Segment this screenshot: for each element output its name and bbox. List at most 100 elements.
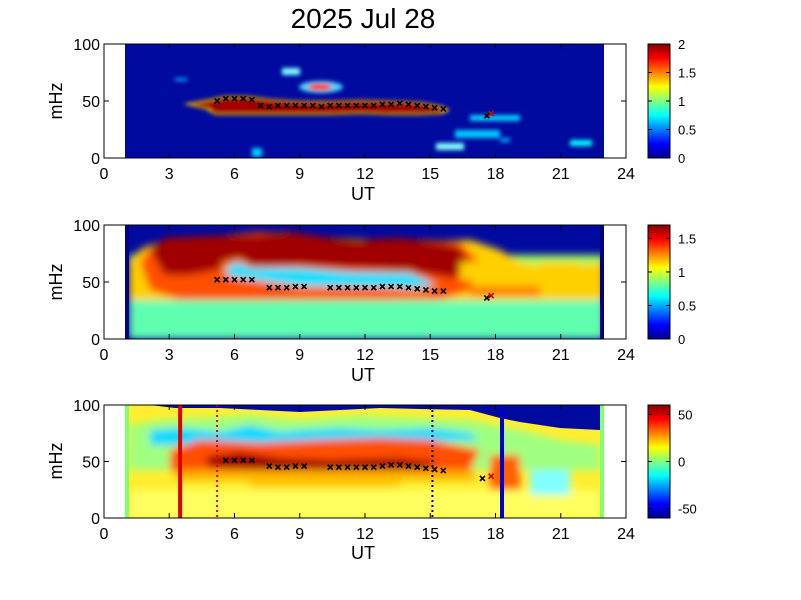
x-tick-label: 6 — [230, 526, 239, 543]
peak-marker — [344, 284, 351, 291]
peak-marker — [274, 284, 282, 291]
x-tick-label: 21 — [552, 526, 570, 543]
x-tick-label: 18 — [487, 166, 505, 183]
colorbar-tick-label: 1 — [678, 94, 685, 109]
colorbar-tick-label: 1.5 — [678, 66, 696, 81]
x-tick-label: 15 — [421, 347, 439, 364]
x-tick-label: 21 — [552, 166, 570, 183]
peak-marker — [396, 100, 403, 107]
x-tick-label: 3 — [165, 347, 174, 364]
peak-marker — [292, 102, 299, 109]
peak-marker — [283, 102, 290, 109]
event-lines — [178, 405, 505, 518]
peak-marker — [222, 457, 229, 464]
x-tick-label: 0 — [100, 347, 109, 364]
peak-marker — [222, 276, 229, 283]
peak-marker — [248, 96, 255, 103]
x-axis-label: UT — [351, 184, 375, 204]
x-tick-label: 18 — [487, 526, 505, 543]
spectrogram-image — [125, 405, 604, 518]
peak-marker — [240, 95, 247, 102]
peak-marker — [231, 457, 238, 464]
x-tick-label: 12 — [356, 526, 374, 543]
x-axis-label: UT — [351, 365, 375, 385]
x-axis-label: UT — [351, 543, 375, 563]
peak-markers — [222, 457, 495, 482]
x-tick-label: 12 — [356, 347, 374, 364]
axis-ticks: 0 3 6 9 12 15 18 21 24 0 50 100 — [73, 398, 635, 543]
y-tick-label: 100 — [73, 37, 100, 54]
peak-marker — [414, 102, 421, 109]
y-tick-label: 100 — [73, 218, 100, 235]
x-tick-label: 0 — [100, 526, 109, 543]
x-tick-label: 21 — [552, 347, 570, 364]
peak-marker — [301, 462, 308, 470]
peak-marker — [405, 284, 412, 291]
x-tick-label: 0 — [100, 166, 109, 183]
peak-marker — [335, 464, 342, 471]
x-tick-label: 9 — [295, 166, 304, 183]
peak-marker — [488, 292, 495, 299]
peak-marker — [353, 102, 360, 109]
peak-marker — [361, 102, 369, 109]
peak-marker — [422, 103, 429, 110]
peak-marker — [396, 283, 403, 290]
peak-marker — [431, 466, 438, 473]
y-axis-label: mHz — [46, 443, 66, 480]
x-tick-label: 24 — [617, 526, 635, 543]
peak-marker — [257, 102, 264, 109]
peak-marker — [353, 464, 360, 471]
peak-marker — [301, 102, 308, 109]
peak-marker — [327, 102, 334, 109]
peak-marker — [266, 284, 273, 291]
y-tick-label: 0 — [91, 332, 100, 349]
peak-marker — [379, 462, 386, 470]
peak-marker — [266, 103, 273, 110]
peak-marker — [440, 105, 447, 113]
peak-marker — [388, 283, 395, 290]
peak-markers — [214, 95, 495, 119]
x-tick-label: 6 — [230, 347, 239, 364]
colorbar: 0 0.5 1 1.5 2 — [647, 37, 696, 166]
peak-marker — [318, 103, 325, 110]
spectrogram-image — [125, 44, 604, 158]
peak-marker — [396, 461, 403, 468]
x-tick-label: 3 — [165, 166, 174, 183]
peak-marker — [483, 112, 490, 119]
y-tick-label: 50 — [82, 455, 100, 472]
peak-marker — [379, 101, 386, 108]
peak-marker — [248, 276, 255, 283]
peak-marker — [231, 276, 238, 283]
colorbar-tick-label: 2 — [678, 37, 685, 52]
x-tick-label: 6 — [230, 166, 239, 183]
peak-marker — [344, 102, 351, 109]
y-tick-label: 50 — [82, 275, 100, 292]
peak-marker — [283, 284, 290, 291]
peak-marker — [248, 457, 255, 464]
y-axis-label: mHz — [46, 264, 66, 301]
peak-marker — [431, 104, 438, 111]
peak-marker — [370, 464, 377, 471]
x-tick-label: 24 — [617, 347, 635, 364]
peak-marker — [440, 288, 447, 295]
peak-marker — [422, 286, 429, 294]
peak-marker — [283, 464, 290, 471]
x-tick-label: 9 — [295, 347, 304, 364]
peak-marker — [240, 457, 247, 464]
peak-marker — [440, 467, 447, 474]
axis-ticks: 0 3 6 9 12 15 18 21 24 0 50 100 — [73, 37, 635, 183]
y-tick-label: 0 — [91, 151, 100, 168]
peak-marker — [370, 102, 377, 109]
peak-marker — [379, 283, 386, 290]
peak-marker — [405, 462, 412, 470]
peak-marker — [292, 283, 299, 290]
x-tick-label: 3 — [165, 526, 174, 543]
peak-marker — [274, 464, 282, 471]
colorbar-tick-label: 0 — [678, 151, 685, 166]
peak-marker — [327, 464, 334, 471]
y-axis-label: mHz — [46, 83, 66, 120]
x-tick-label: 12 — [356, 166, 374, 183]
peak-marker — [292, 462, 299, 470]
peak-marker — [405, 101, 412, 108]
peak-marker — [488, 473, 495, 480]
